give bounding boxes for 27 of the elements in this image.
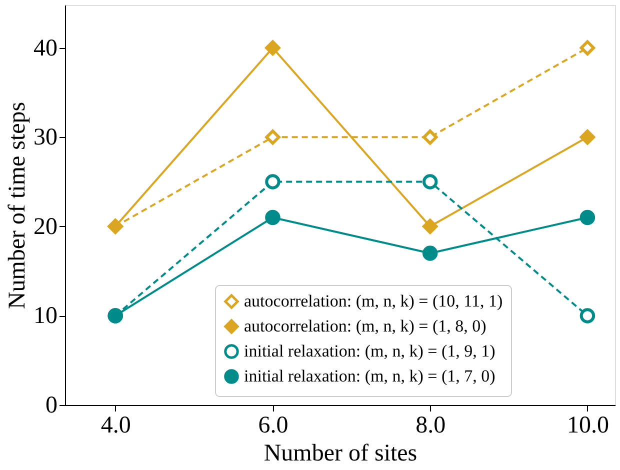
point [580, 308, 596, 324]
point [422, 218, 438, 234]
point [265, 174, 280, 190]
point [580, 40, 596, 56]
point [265, 130, 280, 145]
x-tick-label: 6.0 [258, 412, 288, 438]
legend-label: initial relaxation: (m, n, k) = (1, 9, 1) [244, 342, 496, 360]
x-tick-label: 8.0 [416, 412, 446, 438]
point [580, 130, 596, 145]
y-tick-label: 30 [34, 124, 58, 151]
y-tick-label: 40 [34, 35, 58, 62]
legend-label: autocorrelation: (m, n, k) = (10, 11, 1) [244, 292, 503, 310]
x-tick-label: 10.0 [566, 412, 609, 438]
x-tick-label: 4.0 [100, 412, 131, 438]
y-tick-label: 0 [46, 392, 58, 418]
point [580, 210, 596, 226]
legend-label: autocorrelation: (m, n, k) = (1, 8, 0) [244, 316, 486, 336]
point [265, 40, 280, 56]
x-axis-title: Number of sites [264, 440, 418, 466]
legend-label: initial relaxation: (m, n, k) = (1, 7, 0) [244, 366, 496, 386]
y-axis-title: Number of time steps [4, 102, 30, 310]
point [422, 246, 438, 261]
point [422, 174, 438, 190]
point [422, 130, 438, 145]
point [265, 210, 280, 226]
y-tick-label: 20 [34, 214, 58, 240]
y-tick-label: 10 [34, 303, 58, 330]
